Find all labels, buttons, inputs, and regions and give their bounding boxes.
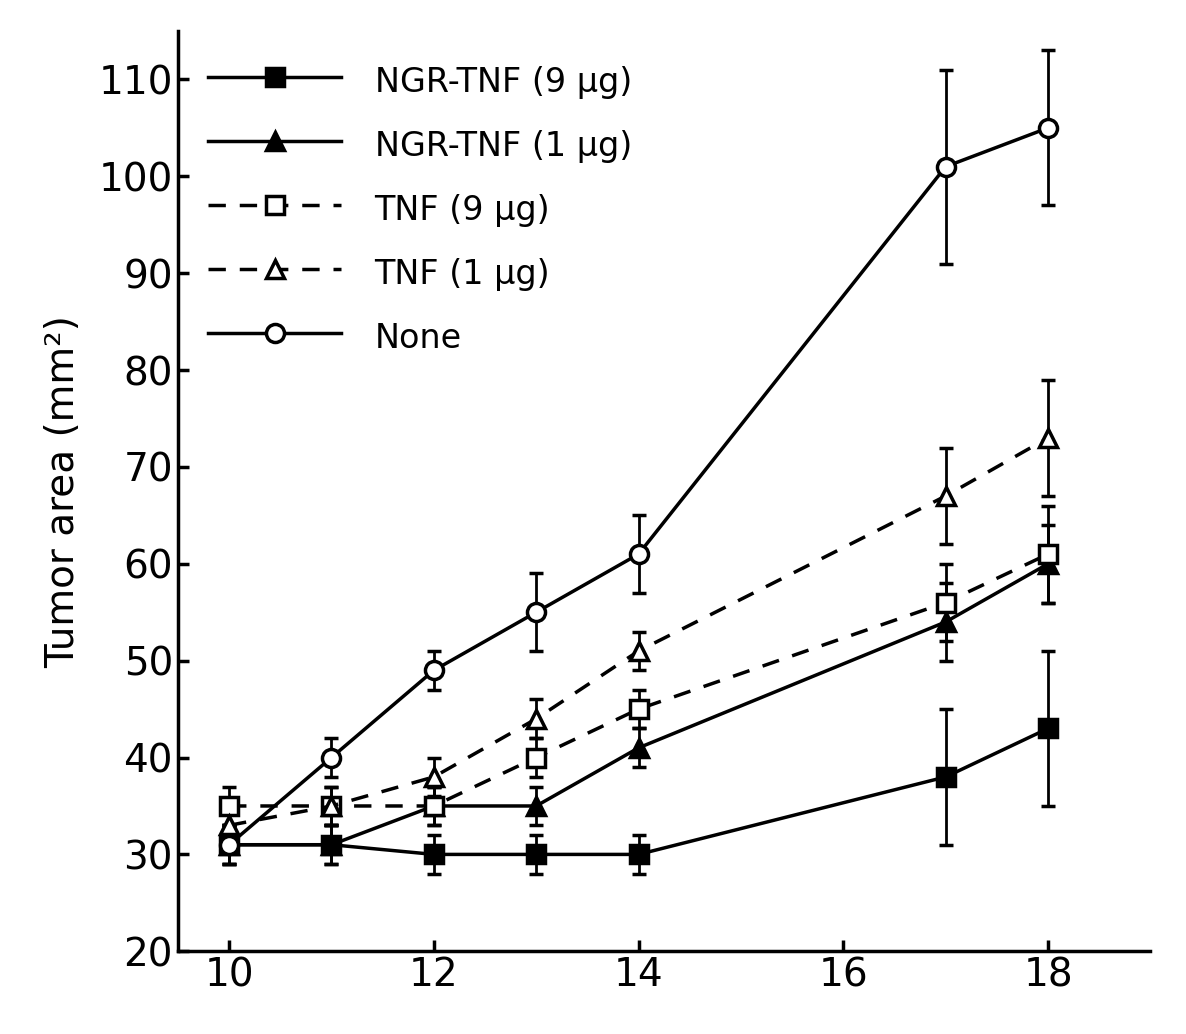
Legend: NGR-TNF (9 μg), NGR-TNF (1 μg), TNF (9 μg), TNF (1 μg), None: NGR-TNF (9 μg), NGR-TNF (1 μg), TNF (9 μ… bbox=[195, 48, 645, 371]
Y-axis label: Tumor area (mm²): Tumor area (mm²) bbox=[44, 314, 82, 668]
